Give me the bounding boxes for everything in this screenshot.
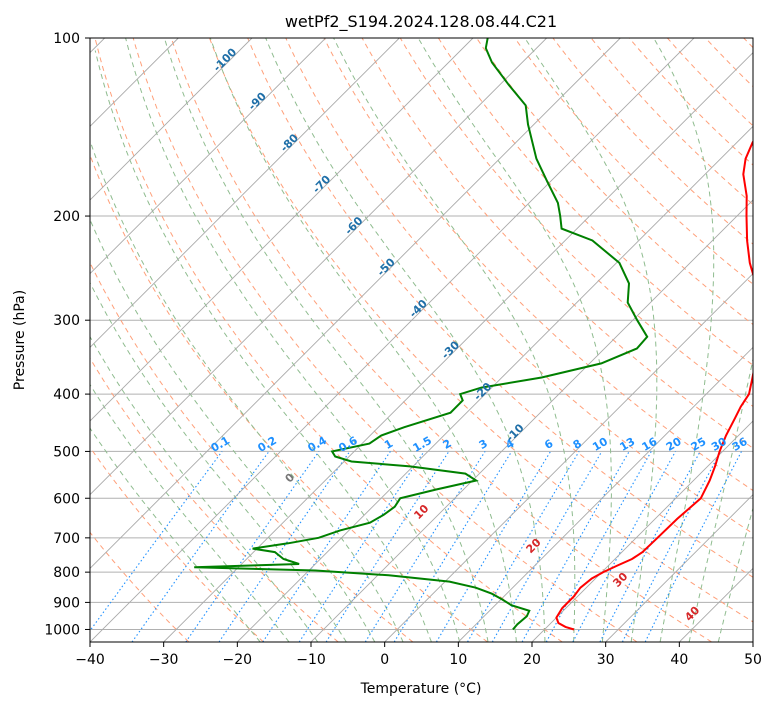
sounding-series <box>194 38 753 631</box>
pressure-gridlines <box>90 38 753 630</box>
isotherm-line <box>752 641 753 642</box>
mixing-ratio-lines <box>90 451 742 642</box>
x-tick-label: 10 <box>449 652 467 668</box>
moist-adiabat <box>90 281 347 642</box>
y-tick-label: 900 <box>53 595 80 611</box>
x-tick-label: 50 <box>744 652 762 668</box>
mixing-ratio-line <box>572 451 676 642</box>
isotherm-line <box>90 38 695 642</box>
isotherm-line <box>237 125 753 642</box>
mixing-ratio-line <box>364 451 486 642</box>
isotherm-line <box>90 38 474 422</box>
x-tick-label: 20 <box>523 652 541 668</box>
mixing-ratio-line <box>521 451 630 642</box>
moist-adiabat <box>333 38 576 642</box>
isotherm-line <box>90 38 547 496</box>
isotherm-lines <box>90 38 753 642</box>
moist-adiabat <box>90 335 319 642</box>
moist-adiabat <box>90 218 376 642</box>
y-tick-label: 600 <box>53 491 80 507</box>
isotherm-line <box>458 346 753 642</box>
mixing-ratio-line <box>545 451 652 642</box>
x-tick-label: −10 <box>296 652 326 668</box>
moist-adiabat <box>653 38 715 642</box>
y-tick-label: 700 <box>53 531 80 547</box>
dry-adiabat <box>90 531 190 642</box>
y-tick-label: 400 <box>53 387 80 403</box>
mixing-ratio-line <box>90 451 223 632</box>
x-tick-label: −20 <box>223 652 253 668</box>
y-axis-title: Pressure (hPa) <box>12 290 28 390</box>
mixing-ratio-line <box>467 451 580 642</box>
moist-adiabat <box>417 38 612 642</box>
x-axis-title: Temperature (°C) <box>360 681 482 697</box>
y-axis: 100 200 300 400 500 600 700 800 900 1000 <box>44 31 90 638</box>
y-tick-label: 300 <box>53 313 80 329</box>
x-tick-label: −30 <box>149 652 179 668</box>
x-tick-label: 30 <box>597 652 615 668</box>
dry-adiabat <box>437 38 753 366</box>
isotherm-line <box>163 52 753 642</box>
dry-adiabat <box>323 38 753 492</box>
moist-adiabat <box>90 383 290 642</box>
mixing-ratio-line <box>435 451 552 642</box>
moist-adiabat <box>209 38 517 642</box>
isotherm-line <box>605 494 753 642</box>
moist-adiabats <box>90 38 753 642</box>
mixing-ratio-line <box>393 451 513 642</box>
moist-adiabat <box>265 38 546 642</box>
isotherm-line <box>384 273 753 642</box>
isotherm-line <box>90 38 326 275</box>
moist-adiabat <box>90 427 261 642</box>
y-tick-label: 200 <box>53 209 80 225</box>
isotherm-line <box>531 420 753 642</box>
dry-adiabat <box>247 38 753 578</box>
x-tick-label: 40 <box>670 652 688 668</box>
dry-adiabat <box>132 38 638 642</box>
isotherm-line <box>90 38 253 201</box>
y-tick-label: 500 <box>53 444 80 460</box>
y-tick-label: 100 <box>53 31 80 47</box>
isotherm-line <box>90 38 621 569</box>
mixing-ratio-line <box>491 451 603 642</box>
dry-adiabat <box>399 38 753 408</box>
chart-title: wetPf2_S194.2024.128.08.44.C21 <box>285 12 557 32</box>
dewpoint-line <box>194 38 649 631</box>
x-tick-label: −40 <box>75 652 105 668</box>
y-tick-label: 1000 <box>44 622 80 638</box>
x-tick-label: 0 <box>380 652 389 668</box>
moist-adiabat <box>163 38 489 642</box>
moist-adiabat <box>125 38 461 642</box>
plot-area <box>90 38 753 642</box>
isotherm-line <box>90 38 400 348</box>
isotherm-line <box>310 199 753 642</box>
plot-frame <box>89 37 754 643</box>
moist-adiabat <box>524 38 658 642</box>
temperature-line <box>555 140 753 631</box>
y-tick-label: 800 <box>53 565 80 581</box>
mixing-ratio-line <box>131 451 270 642</box>
moist-adiabat <box>90 139 404 642</box>
x-axis: −40 −30 −20 −10 0 10 20 30 40 50 <box>75 642 762 668</box>
moist-adiabat <box>94 50 432 642</box>
dry-adiabat <box>94 38 563 642</box>
mixing-ratio-line <box>218 451 351 642</box>
dry-adiabat <box>285 38 753 535</box>
dry-adiabat <box>90 357 339 642</box>
dry-adiabat <box>209 38 753 623</box>
mixing-ratio-line <box>325 451 450 642</box>
